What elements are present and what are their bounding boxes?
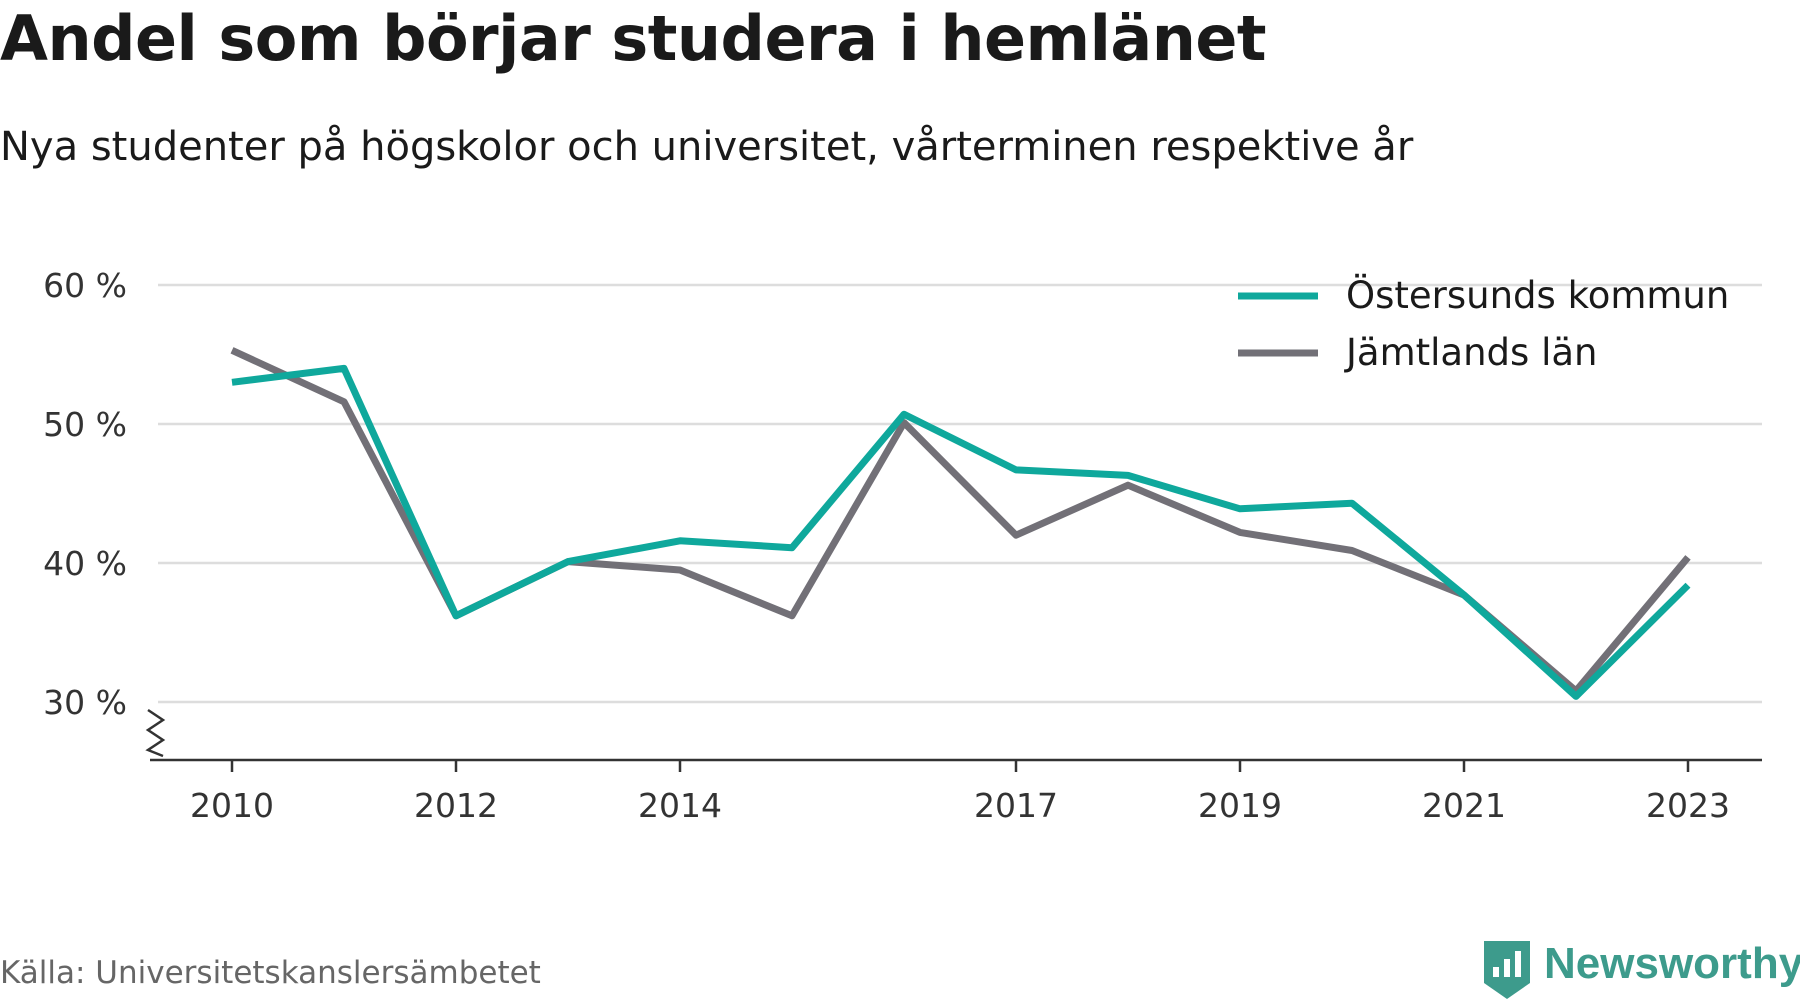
x-tick-label-2010: 2010 — [190, 786, 274, 825]
y-tick-label-40: 40 % — [43, 544, 127, 583]
x-tick-label-2017: 2017 — [974, 786, 1058, 825]
grid-lines — [158, 283, 1762, 704]
legend: Östersunds kommun Jämtlands län — [1238, 274, 1729, 374]
x-axis — [145, 708, 1762, 762]
newsworthy-icon — [1484, 941, 1530, 999]
y-tick-label-50: 50 % — [43, 405, 127, 444]
x-tick-label-2021: 2021 — [1422, 786, 1506, 825]
legend-label-1: Jämtlands län — [1344, 331, 1597, 374]
brand-name: Newsworthy — [1544, 939, 1800, 988]
source-note: Källa: Universitetskanslersämbetet — [0, 955, 541, 991]
chart-title: Andel som börjar studera i hemlänet — [0, 2, 1267, 75]
x-tick-label-2023: 2023 — [1646, 786, 1730, 825]
newsworthy-logo: Newsworthy — [1480, 935, 1800, 1005]
series-line-ostersunds-kommun — [231, 364, 1691, 700]
line-chart: 30 % 40 % 50 % 60 % 2010 2012 2014 2017 2019 202… — [43, 266, 1762, 825]
x-tick-label-2019: 2019 — [1198, 786, 1282, 825]
axis-break-icon — [145, 708, 166, 758]
y-tick-label-60: 60 % — [43, 266, 127, 305]
x-tick-label-2012: 2012 — [414, 786, 498, 825]
y-axis-ticks: 30 % 40 % 50 % 60 % — [43, 266, 127, 722]
series-line-jamtlands-lan — [230, 347, 1691, 695]
y-tick-label-30: 30 % — [43, 683, 127, 722]
x-axis-ticks: 2010 2012 2014 2017 2019 2021 2023 — [190, 760, 1730, 825]
x-tick-label-2014: 2014 — [638, 786, 722, 825]
chart-subtitle: Nya studenter på högskolor och universit… — [0, 124, 1414, 170]
legend-label-0: Östersunds kommun — [1346, 274, 1729, 317]
series-lines — [230, 347, 1691, 700]
